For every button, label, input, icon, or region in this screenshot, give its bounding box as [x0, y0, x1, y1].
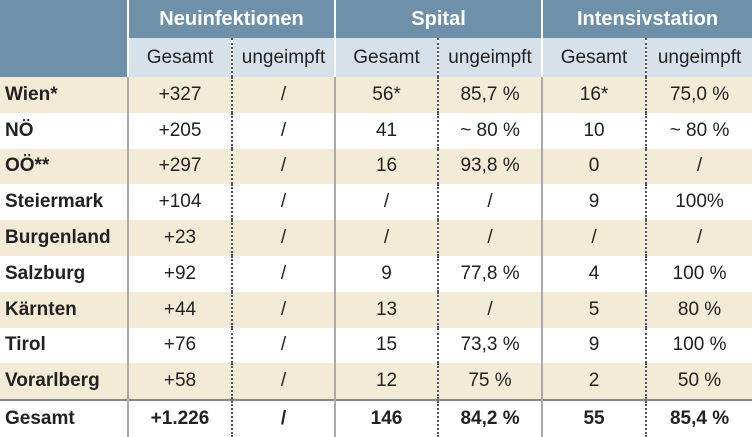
- row-label: Gesamt: [0, 399, 128, 437]
- sub-header: ungeimpft: [437, 38, 543, 77]
- cell: +44: [127, 291, 232, 328]
- table-row: Burgenland +23// / / /: [0, 220, 752, 256]
- group-header: Neuinfektionen: [126, 0, 336, 38]
- corner-cell: [0, 0, 128, 38]
- cell: /: [230, 255, 336, 292]
- cell: 2: [541, 363, 647, 401]
- cell: +58: [127, 363, 232, 401]
- table-row: Kärnten +44/13/5 80 %: [0, 291, 752, 328]
- cell: 56*: [334, 77, 439, 113]
- cell: /: [230, 148, 336, 185]
- row-label: OÖ**: [0, 148, 128, 185]
- cell: 15: [334, 327, 439, 364]
- cell: +23: [127, 220, 232, 256]
- cell: /: [645, 148, 752, 185]
- group-header: Spital: [334, 0, 543, 38]
- cell: 93,8 %: [437, 148, 543, 185]
- table-row: Gesamt +1.226/146 84,2 % 55 85,4 %: [0, 399, 752, 437]
- cell: 100 %: [645, 255, 752, 292]
- cell: /: [645, 220, 752, 256]
- cell: /: [334, 184, 439, 221]
- group-header: Intensivstation: [541, 0, 752, 38]
- row-label: Vorarlberg: [0, 363, 128, 401]
- cell: 9: [541, 327, 647, 364]
- cell: +104: [127, 184, 232, 221]
- row-label: Burgenland: [0, 220, 128, 256]
- cell: 85,4 %: [645, 399, 752, 437]
- cell: +1.226: [127, 399, 232, 437]
- cell: 9: [334, 255, 439, 292]
- cell: /: [437, 220, 543, 256]
- corner-cell: [0, 38, 128, 77]
- cell: +76: [127, 327, 232, 364]
- table-row: Steiermark +104///9 100%: [0, 184, 752, 221]
- table-row: Wien* +327/56* 85,7 % 16* 75,0 %: [0, 77, 752, 113]
- cell: 10: [541, 112, 647, 149]
- cell: 50 %: [645, 363, 752, 401]
- table-row: NÖ +205/41 ~ 80 % 10 ~ 80 %: [0, 112, 752, 149]
- cell: 100 %: [645, 327, 752, 364]
- sub-header-row: Gesamt ungeimpft Gesamt ungeimpft Gesamt unge…: [0, 38, 752, 77]
- cell: /: [230, 184, 336, 221]
- table-row: Salzburg +92/9 77,8 % 4 100 %: [0, 255, 752, 292]
- table-body: Wien* +327/56* 85,7 % 16* 75,0 % NÖ +205/41 ~ 8…: [0, 77, 752, 437]
- cell: /: [230, 291, 336, 328]
- cell: 41: [334, 112, 439, 149]
- cell: /: [230, 220, 336, 256]
- cell: +327: [127, 77, 232, 113]
- table-row: OÖ** +297/16 93,8 % 0/: [0, 148, 752, 185]
- cell: ~ 80 %: [437, 112, 543, 149]
- cell: ~ 80 %: [645, 112, 752, 149]
- cell: /: [230, 399, 336, 437]
- cell: 75,0 %: [645, 77, 752, 113]
- cell: 80 %: [645, 291, 752, 328]
- cell: 4: [541, 255, 647, 292]
- cell: 16*: [541, 77, 647, 113]
- row-label: NÖ: [0, 112, 128, 149]
- sub-header: ungeimpft: [645, 38, 752, 77]
- cell: +92: [127, 255, 232, 292]
- cell: 55: [541, 399, 647, 437]
- cell: 9: [541, 184, 647, 221]
- cell: 77,8 %: [437, 255, 543, 292]
- row-label: Tirol: [0, 327, 128, 364]
- group-header-row: Neuinfektionen Spital Intensivstation: [0, 0, 752, 38]
- cell: 100%: [645, 184, 752, 221]
- cell: /: [437, 184, 543, 221]
- row-label: Steiermark: [0, 184, 128, 221]
- cell: 146: [334, 399, 439, 437]
- cell: 73,3 %: [437, 327, 543, 364]
- cell: 16: [334, 148, 439, 185]
- cell: /: [230, 363, 336, 401]
- table-row: Vorarlberg +58/12 75 % 2 50 %: [0, 363, 752, 401]
- cell: +205: [127, 112, 232, 149]
- cell: /: [230, 112, 336, 149]
- cell: +297: [127, 148, 232, 185]
- sub-header: ungeimpft: [230, 38, 336, 77]
- cell: /: [230, 77, 336, 113]
- cell: /: [437, 291, 543, 328]
- row-label: Wien*: [0, 77, 128, 113]
- sub-header: Gesamt: [127, 38, 232, 77]
- cell: 0: [541, 148, 647, 185]
- cell: /: [541, 220, 647, 256]
- row-label: Kärnten: [0, 291, 128, 328]
- sub-header: Gesamt: [334, 38, 439, 77]
- cell: 5: [541, 291, 647, 328]
- cell: 12: [334, 363, 439, 401]
- cell: /: [230, 327, 336, 364]
- table-row: Tirol +76/15 73,3 % 9 100 %: [0, 327, 752, 364]
- row-label: Salzburg: [0, 255, 128, 292]
- cell: 85,7 %: [437, 77, 543, 113]
- cell: 13: [334, 291, 439, 328]
- sub-header: Gesamt: [541, 38, 647, 77]
- cell: /: [334, 220, 439, 256]
- cell: 84,2 %: [437, 399, 543, 437]
- cell: 75 %: [437, 363, 543, 401]
